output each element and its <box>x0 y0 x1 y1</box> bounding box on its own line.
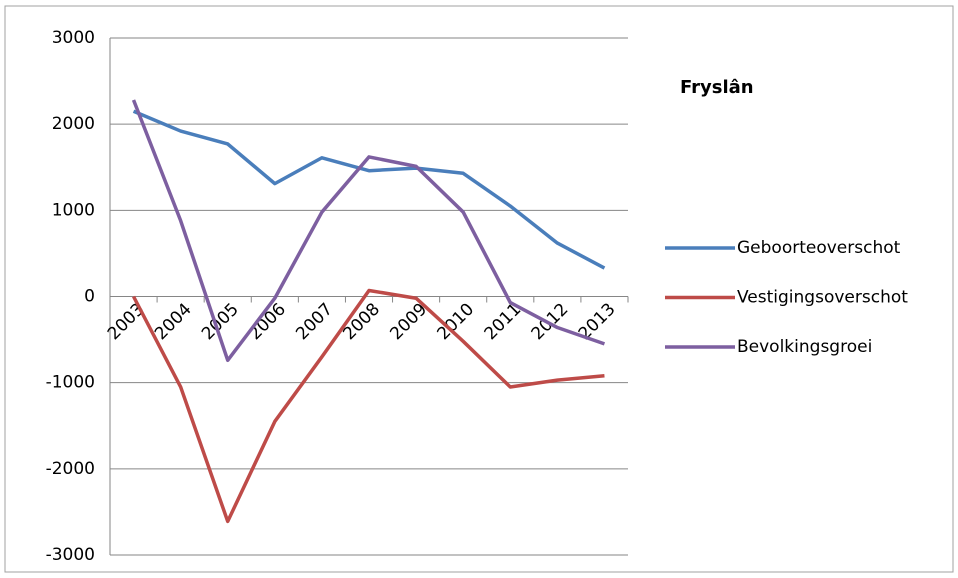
x-tick-label: 2007 <box>292 299 337 344</box>
series-line <box>132 109 606 270</box>
y-tick-label: -2000 <box>46 459 95 479</box>
series-line <box>131 99 606 363</box>
x-tick-label: 2004 <box>151 299 196 344</box>
y-tick-label: -1000 <box>46 373 95 393</box>
chart-title: Fryslân <box>680 77 754 98</box>
y-tick-label: 3000 <box>52 28 95 48</box>
x-tick-label: 2003 <box>104 299 149 344</box>
y-tick-label: 2000 <box>52 114 95 134</box>
legend-label: Geboorteoverschot <box>737 238 901 258</box>
y-tick-label: 0 <box>84 287 95 307</box>
series-line <box>131 288 605 524</box>
legend-label: Bevolkingsgroei <box>737 337 872 357</box>
legend-label: Vestigingsoverschot <box>737 288 908 308</box>
y-tick-label: -3000 <box>46 545 95 565</box>
chart-border <box>4 5 954 573</box>
y-tick-label: 1000 <box>52 200 95 220</box>
